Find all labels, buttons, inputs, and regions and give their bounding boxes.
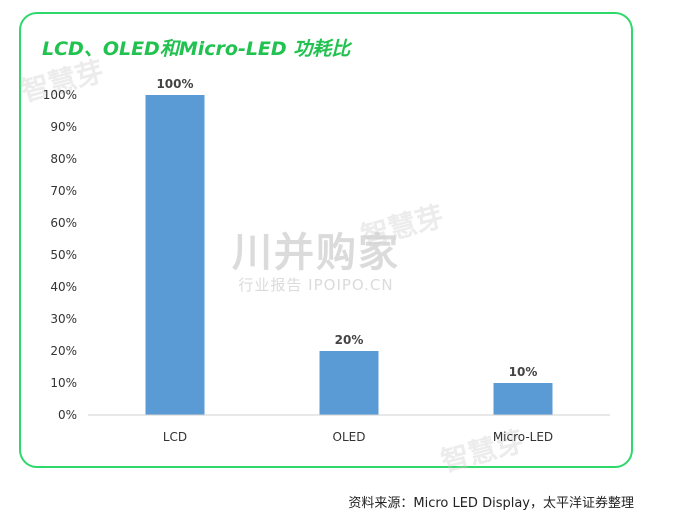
x-tick-label: OLED [333, 430, 366, 444]
y-tick-label: 30% [50, 312, 77, 326]
y-tick-label: 0% [58, 408, 77, 422]
y-tick-label: 10% [50, 376, 77, 390]
center-watermark: 川并购家 行业报告 IPOIPO.CN [232, 220, 400, 295]
y-tick-label: 90% [50, 120, 77, 134]
center-watermark-main: 川并购家 [232, 230, 400, 276]
y-axis: 0% 10% 20% 30% 40% 50% 60% 70% 80% 90% 100% [43, 88, 77, 422]
bar-lcd [145, 95, 205, 415]
y-tick-label: 40% [50, 280, 77, 294]
source-note: 资料来源：Micro LED Display，太平洋证券整理 [348, 496, 634, 511]
y-tick-label: 80% [50, 152, 77, 166]
data-label: 100% [156, 77, 193, 91]
y-tick-label: 60% [50, 216, 77, 230]
y-tick-label: 100% [43, 88, 77, 102]
y-tick-label: 20% [50, 344, 77, 358]
bars: 100% 20% 10% [145, 77, 553, 415]
bar-oled [319, 351, 379, 415]
x-tick-label: LCD [163, 430, 187, 444]
x-axis: LCD OLED Micro-LED [88, 414, 610, 444]
y-tick-label: 50% [50, 248, 77, 262]
data-label: 20% [335, 333, 364, 347]
chart-title: LCD、OLED和Micro-LED 功耗比 [42, 38, 351, 60]
x-tick-label: Micro-LED [493, 430, 553, 444]
bar-micro-led [493, 383, 553, 415]
y-tick-label: 70% [50, 184, 77, 198]
center-watermark-sub: 行业报告 IPOIPO.CN [238, 276, 394, 294]
chart-frame [19, 12, 633, 468]
data-label: 10% [509, 365, 538, 379]
